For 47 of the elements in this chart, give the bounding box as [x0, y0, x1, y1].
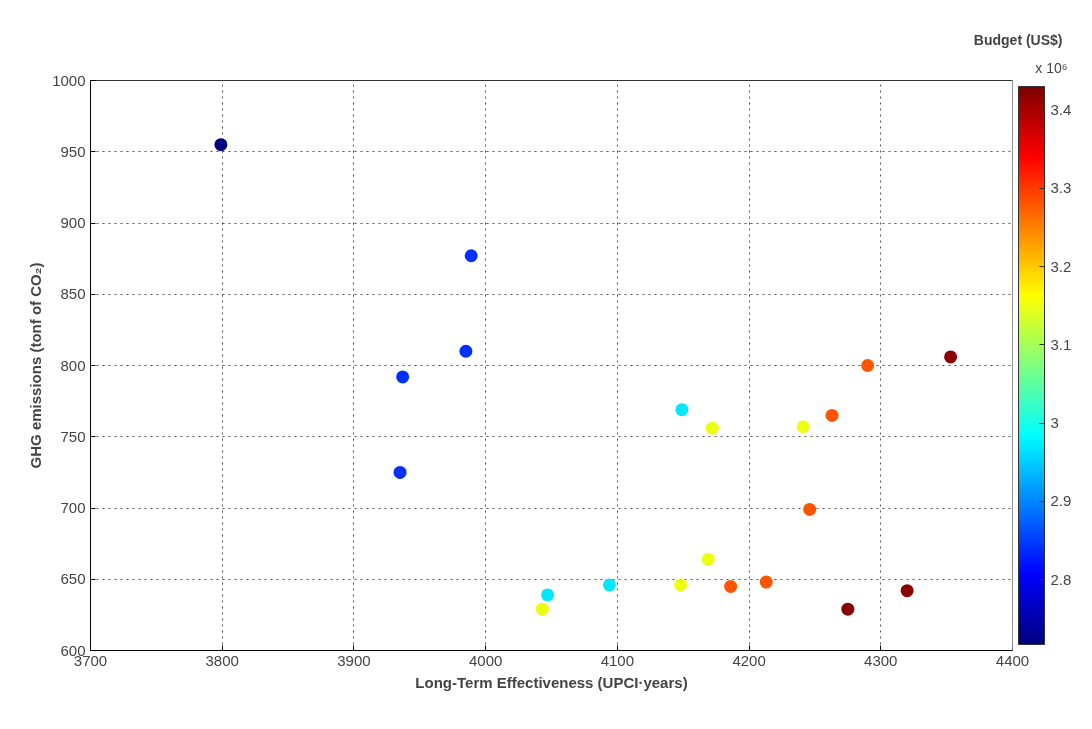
- point: [674, 578, 688, 592]
- point: [841, 602, 855, 616]
- y-tick-label: 1000: [52, 71, 86, 89]
- y-tick-label: 650: [60, 570, 86, 588]
- color-bar-label: 3.4: [1050, 100, 1072, 118]
- y-tick-label: 750: [60, 427, 86, 445]
- color-bar-title: Budget (US$): [973, 31, 1063, 48]
- color-bar-label: 3: [1050, 414, 1059, 432]
- x-tick-label: 4400: [995, 651, 1030, 669]
- x-tick-label: 3900: [337, 651, 371, 669]
- point: [396, 370, 410, 384]
- point: [900, 584, 914, 598]
- y-tick-label: 850: [60, 285, 86, 303]
- color-bar-label: 3.1: [1050, 335, 1072, 353]
- x-axis-title: Long-Term Effectiveness (UPCI·years): [415, 673, 688, 691]
- point: [724, 579, 738, 593]
- y-axis-title: GHG emissions (tonf of CO₂): [27, 262, 45, 469]
- point: [825, 408, 839, 422]
- point: [393, 465, 407, 479]
- x-tick-label: 4200: [732, 651, 766, 669]
- point: [214, 138, 228, 152]
- color-bar-label: 2.8: [1050, 570, 1072, 588]
- point: [861, 359, 875, 372]
- point: [602, 578, 616, 592]
- point: [944, 350, 958, 364]
- point: [464, 249, 478, 263]
- color-bar-label: 2.9: [1050, 492, 1072, 510]
- point: [803, 502, 817, 516]
- x-tick-label: 3800: [205, 651, 239, 669]
- point: [541, 588, 555, 602]
- x-tick-label: 4000: [468, 651, 503, 669]
- point: [675, 403, 689, 417]
- y-tick-label: 800: [60, 356, 86, 374]
- point: [796, 420, 810, 434]
- y-tick-label: 950: [60, 142, 86, 160]
- x-tick-label: 4300: [864, 651, 898, 669]
- y-tick-label: 700: [60, 499, 86, 516]
- color-bar-label: 3.3: [1050, 179, 1072, 197]
- point: [701, 552, 715, 566]
- point: [535, 602, 549, 616]
- y-tick-label: 900: [60, 214, 86, 231]
- point: [459, 344, 473, 358]
- point: [705, 421, 719, 435]
- x-tick-label: 4100: [600, 651, 635, 669]
- color-bar-label: 3.2: [1050, 257, 1072, 275]
- point: [759, 575, 773, 589]
- text: x 10⁶: [1035, 59, 1068, 76]
